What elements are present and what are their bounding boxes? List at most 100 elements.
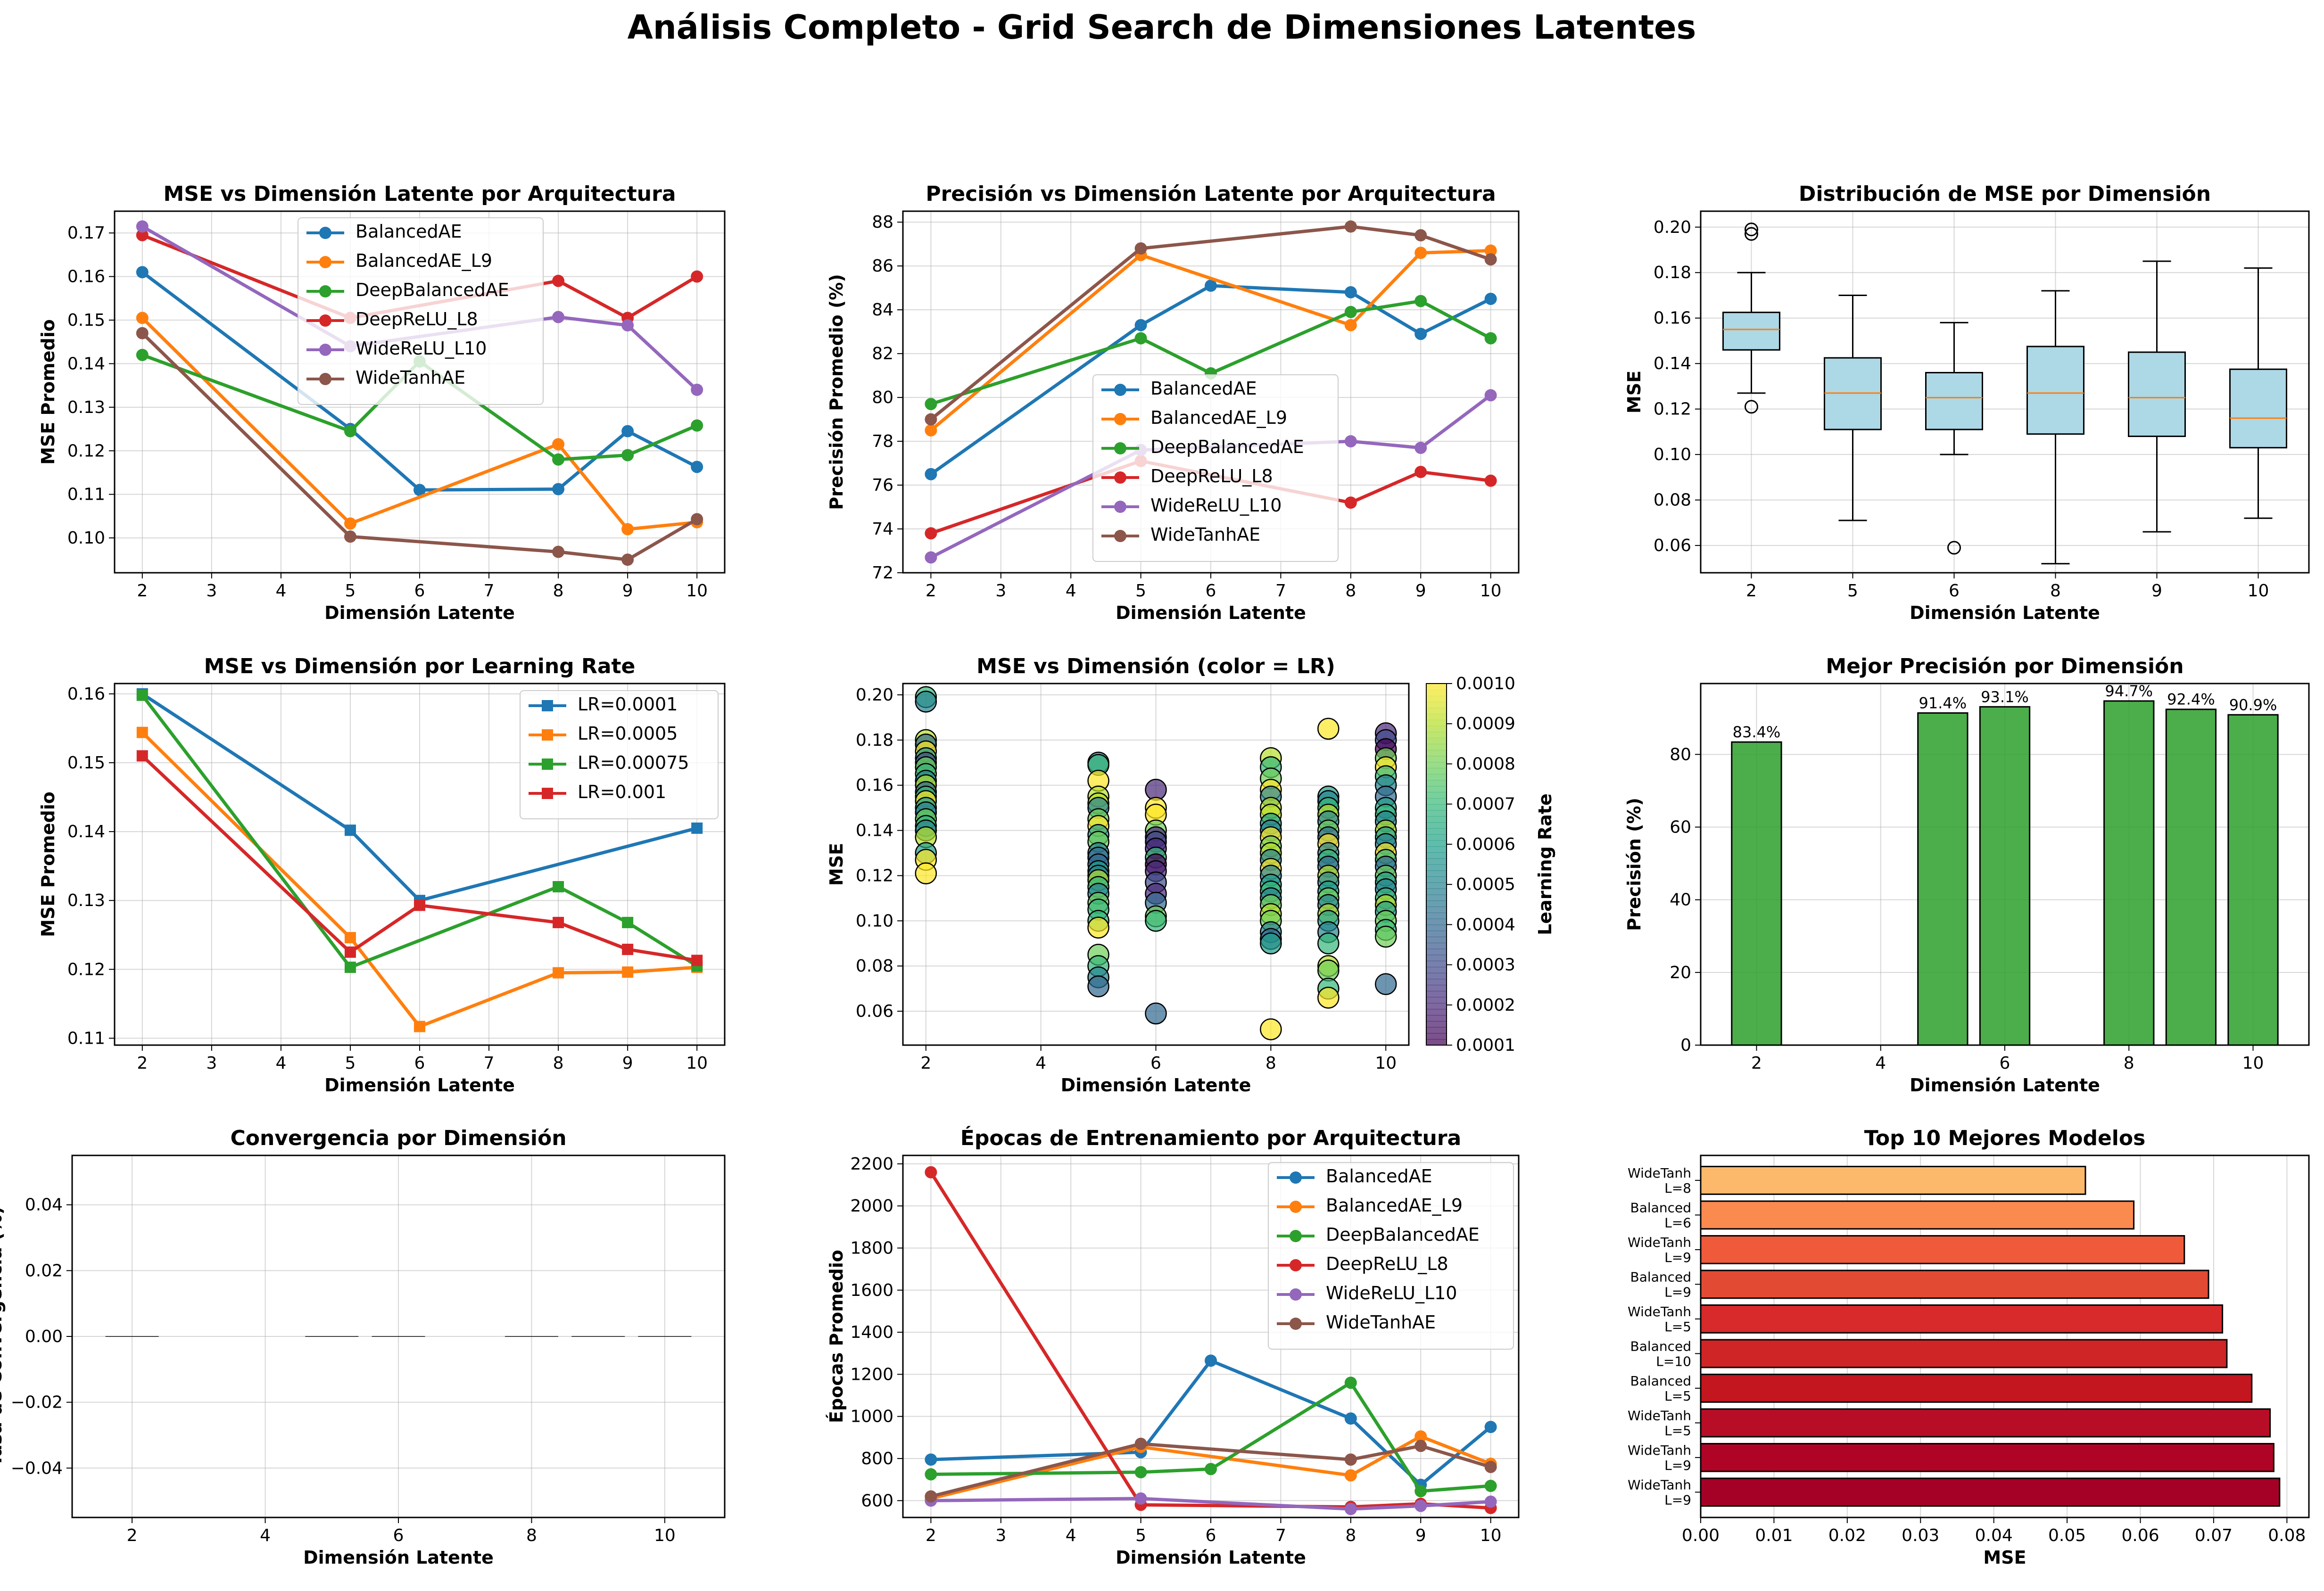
box-8 [2026,290,2084,565]
y-tick-label: 0.13 [67,398,105,417]
y-tick-label: 0.15 [67,753,105,773]
series-LR=0.0005 [136,726,703,1032]
data-point [915,691,937,713]
y-tick-label: 1000 [850,1407,893,1426]
data-point [1205,280,1217,292]
colorbar-label: Learning Rate [1535,793,1555,935]
x-tick-label: 5 [345,581,356,601]
data-point [136,348,149,361]
data-point [319,256,331,268]
data-point [691,383,703,396]
y-tick-label: 0.14 [67,822,105,841]
data-point [925,468,937,480]
panel-p8: 2 3 4 5 6 7 8 9 10 600 800 1000 1200 1400 1600 1800 2000… [826,1125,1520,1568]
y-tick-label: 60 [1670,817,1691,837]
bar-value-label: 92.4% [2167,691,2215,709]
colorbar-segment [1426,870,1447,877]
legend-box [520,690,719,819]
y-tick-label: 0.08 [856,956,893,976]
data-point [1290,1259,1302,1271]
colorbar-segment [1426,792,1447,799]
series-LR=0.001 [136,750,703,966]
x-axis-label: Dimensión Latente [1910,602,2100,623]
y-tick-label: 1400 [850,1323,893,1342]
y-tick-label: 0.10 [856,911,893,931]
colorbar-segment [1426,948,1447,956]
series-line [931,1381,1491,1493]
data-point [344,824,356,836]
data-point [319,314,331,327]
colorbar-segment [1426,689,1447,696]
y-tick-label: 0.15 [67,311,105,330]
x-tick-label: 9 [1415,1526,1426,1545]
data-point [1317,932,1340,955]
y-tick-label: 2200 [850,1154,893,1174]
x-tick-label: 8 [1265,1054,1276,1073]
legend-label: BalancedAE_L9 [1326,1195,1463,1216]
data-point [1145,910,1167,932]
data-point [622,916,634,928]
legend-label: DeepReLU_L8 [1326,1253,1448,1274]
data-point [136,312,149,324]
panel-title: Convergencia por Dimensión [230,1126,566,1150]
data-point [1484,332,1497,345]
colorbar-segment [1426,713,1447,720]
data-point [1414,295,1427,307]
x-tick-label: 10 [1375,1054,1397,1073]
y-tick-label: 0.06 [1654,536,1691,555]
x-tick-label: 3 [206,581,217,601]
x-tick-label: 8 [526,1526,537,1545]
data-point [1374,973,1397,995]
data-point [1344,220,1357,233]
colorbar-segment [1426,979,1447,986]
box-5 [1824,294,1882,521]
box-body [2229,368,2287,449]
y-tick-label: 86 [872,256,893,276]
data-point [1344,1377,1357,1389]
x-tick-label: 10 [2242,1054,2264,1073]
bar [1700,1443,2274,1472]
series-line [141,692,698,902]
panel-title: MSE vs Dimensión por Learning Rate [204,654,636,678]
colorbar-segment [1426,719,1447,726]
data-point [136,266,149,279]
data-point [344,946,356,958]
data-point [621,319,634,332]
y-tick-label: WideTanh [1628,1235,1691,1250]
legend-label: WideReLU_L10 [1150,495,1282,516]
bar [1731,741,1782,1046]
data-point [1290,1318,1302,1330]
data-point [1484,253,1497,266]
x-tick-label: 2 [137,1054,148,1073]
x-axis-label: Dimensión Latente [1116,1547,1306,1568]
y-tick-label: L=5 [1664,1423,1691,1438]
outlier-point [1745,227,1758,241]
colorbar-segment [1426,973,1447,980]
series-WideReLU_L10 [136,220,703,396]
y-tick-label: WideTanh [1628,1304,1691,1319]
y-tick-label: 88 [872,213,893,232]
legend-label: BalancedAE [1326,1166,1432,1187]
x-tick-label: 0.03 [1902,1526,1939,1545]
x-tick-label: 6 [1206,581,1216,601]
bar [1979,706,2031,1046]
y-axis-label: Precisión Promedio (%) [826,274,847,510]
data-point [925,1490,937,1503]
data-point [553,881,564,892]
data-point [542,758,553,770]
legend-label: LR=0.0001 [578,694,678,715]
data-point [136,220,149,233]
y-tick-label: 0.20 [856,685,893,705]
y-tick-label: 20 [1670,963,1691,982]
x-tick-label: 5 [1847,581,1858,601]
axes-frame [902,210,1520,574]
y-tick-label: 0.00 [25,1327,63,1346]
y-tick-label: L=5 [1664,1388,1691,1404]
series-WideTanhAE [925,220,1497,426]
colorbar-tick-label: 0.0009 [1456,714,1515,734]
series-DeepBalancedAE [925,295,1497,411]
data-point [136,689,148,701]
bar [1700,1373,2253,1403]
x-tick-label: 4 [1066,1526,1076,1545]
data-point [1260,932,1282,955]
